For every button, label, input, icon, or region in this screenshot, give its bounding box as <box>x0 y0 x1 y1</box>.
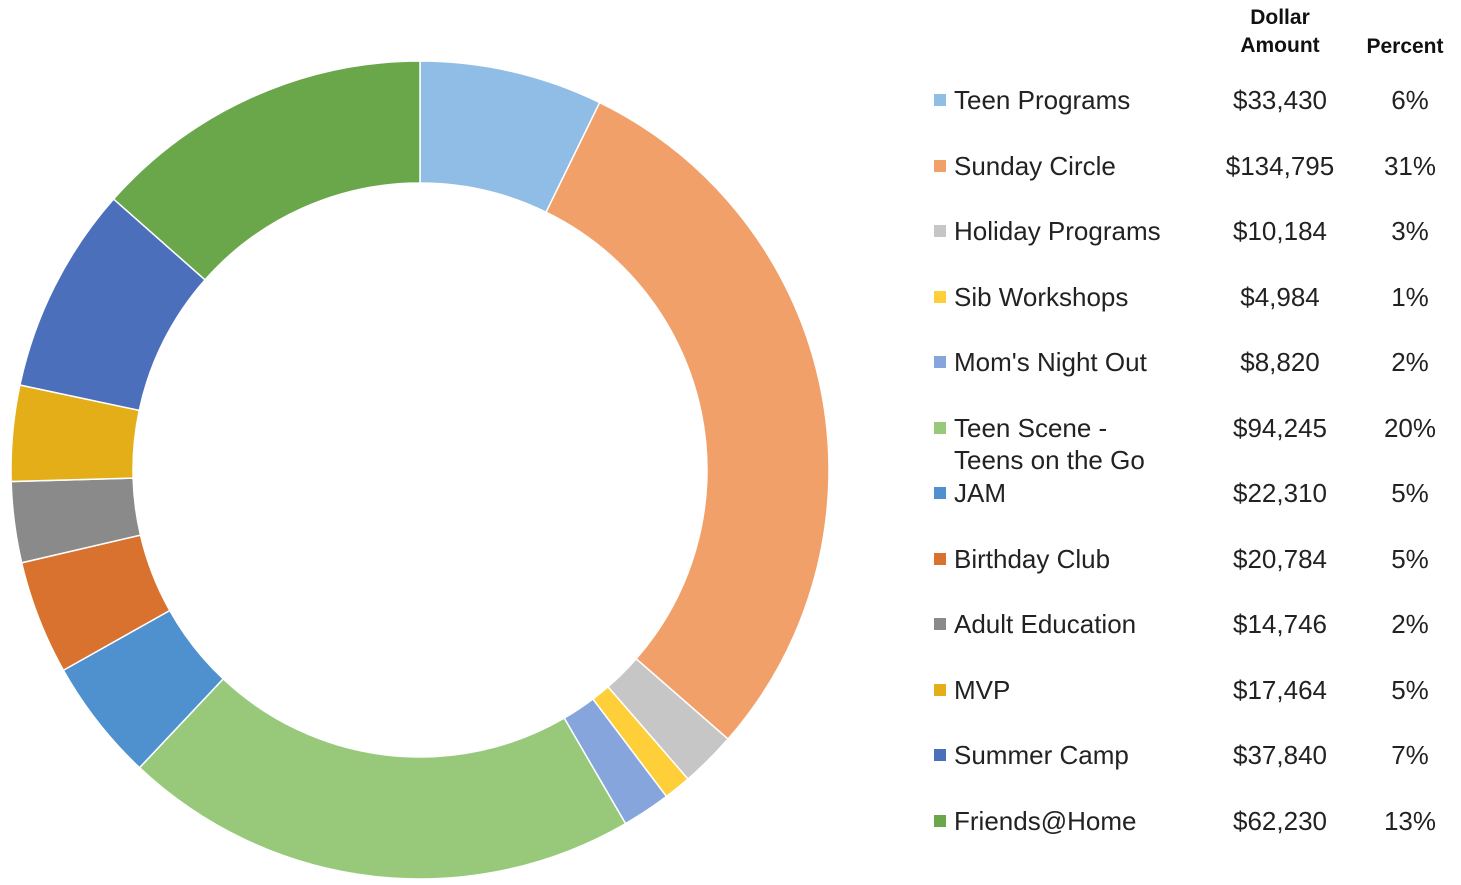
percent-label: 2% <box>1391 609 1429 639</box>
legend-swatch <box>934 814 946 827</box>
legend-label: Friends@Home <box>954 805 1137 836</box>
percent-label: 31% <box>1383 150 1437 181</box>
percent-label: 5% <box>1391 478 1429 508</box>
dollar-amount: $94,245 <box>1233 412 1327 443</box>
legend-swatch <box>934 159 946 172</box>
percent-label: 3% <box>1391 216 1429 246</box>
dollar-amount: $134,795 <box>1225 150 1335 181</box>
legend-label: Adult Education <box>954 609 1137 639</box>
percent-label: 2% <box>1391 347 1429 377</box>
percent-label: 5% <box>1391 543 1429 574</box>
dollar-amount: $10,184 <box>1233 216 1327 246</box>
legend-label: Birthday Club <box>954 543 1111 574</box>
percent-label: 13% <box>1383 805 1437 836</box>
legend-swatch <box>934 94 946 106</box>
percent-label: 6% <box>1391 85 1429 115</box>
column-header: Percent <box>1366 35 1444 58</box>
legend-label: Teen Scene - Teens on the Go <box>954 412 1145 475</box>
legend-label: Mom's Night Out <box>954 347 1147 377</box>
legend-label: Holiday Programs <box>954 216 1161 246</box>
legend-label: Sib Workshops <box>954 281 1129 312</box>
donut-chart <box>10 60 830 880</box>
donut-slice <box>138 677 627 880</box>
legend-label: MVP <box>954 674 1011 705</box>
dollar-amount: $4,984 <box>1240 281 1320 312</box>
percent-label: 7% <box>1391 740 1429 770</box>
legend-swatch <box>934 552 946 565</box>
legend-swatch <box>934 225 946 237</box>
legend-swatch <box>934 618 946 630</box>
dollar-amount: $22,310 <box>1233 478 1327 508</box>
dollar-amount: $62,230 <box>1233 805 1327 836</box>
donut-slice <box>545 101 830 741</box>
legend-swatch <box>934 356 946 368</box>
dollar-amount: $20,784 <box>1233 543 1327 574</box>
legend-swatch <box>934 290 946 303</box>
column-header: Dollar Amount <box>1240 6 1320 57</box>
dollar-amount: $33,430 <box>1233 85 1327 115</box>
percent-label: 5% <box>1391 674 1429 705</box>
donut-slice <box>112 60 421 281</box>
legend-swatch <box>934 683 946 696</box>
dollar-amount: $14,746 <box>1233 609 1327 639</box>
legend-label: Summer Camp <box>954 740 1129 770</box>
legend-label: JAM <box>954 478 1006 508</box>
legend-swatch <box>934 487 946 499</box>
legend-label: Teen Programs <box>954 85 1131 115</box>
dollar-amount: $17,464 <box>1233 674 1327 705</box>
percent-label: 20% <box>1383 412 1437 443</box>
dollar-amount: $37,840 <box>1233 740 1327 770</box>
dollar-amount: $8,820 <box>1240 347 1320 377</box>
legend-swatch <box>934 749 946 761</box>
legend-label: Sunday Circle <box>954 150 1116 181</box>
legend-swatch <box>934 421 946 434</box>
percent-label: 1% <box>1391 281 1429 312</box>
